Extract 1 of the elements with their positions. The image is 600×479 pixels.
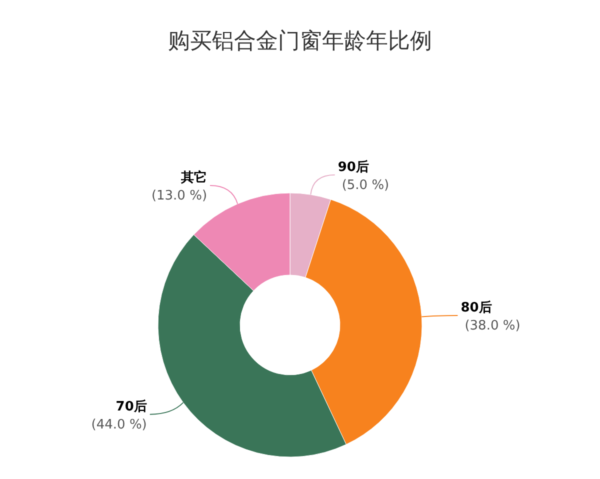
chart-title: 购买铝合金门窗年龄年比例: [168, 29, 432, 54]
